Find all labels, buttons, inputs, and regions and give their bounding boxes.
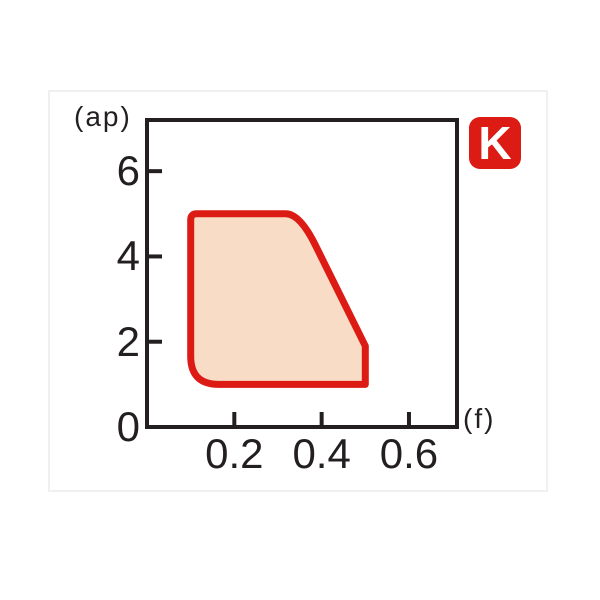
x-tick-label: 0.6 — [379, 430, 439, 477]
plot-border — [145, 118, 459, 429]
x-tick-label: 0.4 — [292, 430, 351, 477]
y-tick-label: 2 — [116, 317, 140, 365]
y-axis-label: (ap) — [74, 101, 132, 132]
y-tick-label: 0 — [116, 403, 140, 450]
y-tick-label: 6 — [116, 147, 140, 195]
x-axis-label: (f) — [463, 403, 496, 434]
grade-badge-k: K — [469, 117, 521, 169]
x-tick-label: 0.2 — [205, 430, 264, 477]
application-area-region — [187, 210, 369, 388]
y-tick-label: 4 — [116, 232, 140, 280]
